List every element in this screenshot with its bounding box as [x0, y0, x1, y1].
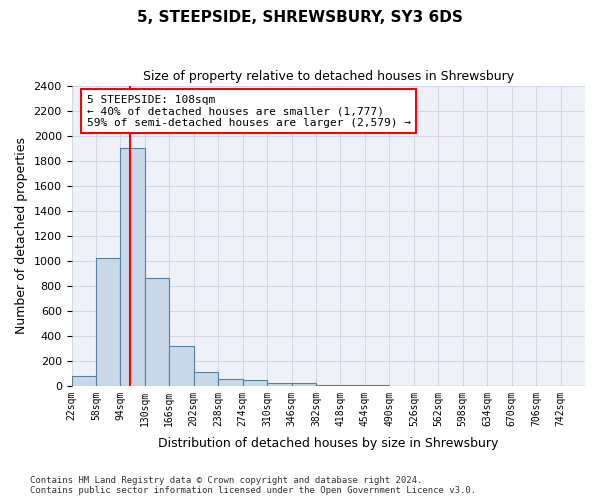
Bar — [145, 278, 169, 386]
Y-axis label: Number of detached properties: Number of detached properties — [15, 137, 28, 334]
Bar — [242, 380, 267, 386]
Text: Contains HM Land Registry data © Crown copyright and database right 2024.
Contai: Contains HM Land Registry data © Crown c… — [30, 476, 476, 495]
Bar — [267, 382, 292, 386]
Bar — [316, 384, 340, 386]
Bar — [365, 385, 389, 386]
Bar — [218, 379, 242, 386]
Bar — [194, 372, 218, 386]
Title: Size of property relative to detached houses in Shrewsbury: Size of property relative to detached ho… — [143, 70, 514, 83]
Bar — [71, 376, 96, 386]
Bar — [169, 346, 194, 386]
Text: 5, STEEPSIDE, SHREWSBURY, SY3 6DS: 5, STEEPSIDE, SHREWSBURY, SY3 6DS — [137, 10, 463, 25]
Bar — [292, 384, 316, 386]
Text: 5 STEEPSIDE: 108sqm
← 40% of detached houses are smaller (1,777)
59% of semi-det: 5 STEEPSIDE: 108sqm ← 40% of detached ho… — [87, 94, 411, 128]
Bar — [121, 148, 145, 386]
X-axis label: Distribution of detached houses by size in Shrewsbury: Distribution of detached houses by size … — [158, 437, 499, 450]
Bar — [340, 384, 365, 386]
Bar — [96, 258, 121, 386]
